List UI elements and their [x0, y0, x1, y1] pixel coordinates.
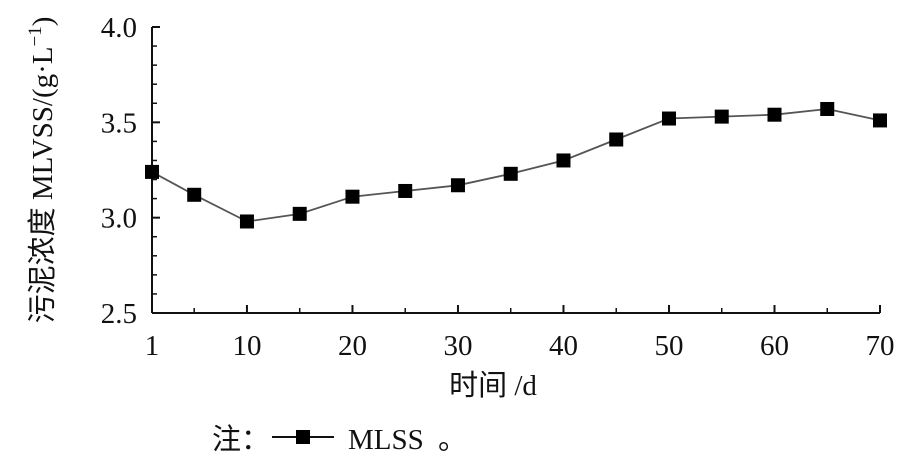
y-axis-title-superscript: −1	[25, 26, 46, 46]
y-tick-label: 2.5	[101, 298, 137, 330]
data-point	[609, 132, 624, 147]
data-point	[767, 107, 782, 122]
data-point	[239, 214, 254, 229]
x-axis-title: 时间 /d	[449, 369, 537, 402]
legend-note: 注： MLSS 。	[212, 423, 467, 456]
data-point	[661, 111, 676, 126]
data-point	[873, 113, 887, 128]
data-point	[503, 166, 518, 181]
ticks: 2.5 3.0 3.5 4.0 1 10 20 30 40 50 60 70	[101, 12, 895, 362]
data-point	[450, 178, 465, 193]
y-axis-title-close: )	[27, 17, 59, 27]
data-point	[556, 153, 571, 168]
data-point	[292, 206, 307, 221]
data-point	[714, 109, 729, 124]
x-tick-label: 70	[866, 330, 895, 362]
note-series-label: MLSS	[348, 424, 424, 456]
note-prefix: 注：	[212, 423, 270, 456]
x-tick-label: 60	[760, 330, 789, 362]
data-point	[345, 189, 360, 204]
y-tick-label: 3.5	[101, 107, 137, 139]
data-point	[145, 164, 159, 179]
note-suffix: 。	[438, 424, 467, 456]
data-point	[398, 183, 413, 198]
y-tick-label: 4.0	[101, 12, 137, 44]
x-tick-label: 50	[654, 330, 683, 362]
y-axis-title-main: 污泥浓度 MLVSS/(g·L	[26, 47, 59, 324]
x-tick-label: 30	[443, 330, 472, 362]
y-axis-title: 污泥浓度 MLVSS/(g·L−1)	[25, 17, 59, 324]
series-line	[151, 108, 881, 223]
data-points	[145, 101, 887, 229]
data-point	[820, 101, 835, 116]
data-point	[187, 187, 202, 202]
y-tick-label: 3.0	[101, 203, 137, 235]
x-tick-label: 40	[549, 330, 578, 362]
x-tick-label: 20	[338, 330, 367, 362]
legend-marker	[296, 430, 310, 444]
x-tick-label: 1	[145, 330, 160, 362]
series-line-mlss	[151, 108, 881, 223]
x-tick-label: 10	[232, 330, 261, 362]
